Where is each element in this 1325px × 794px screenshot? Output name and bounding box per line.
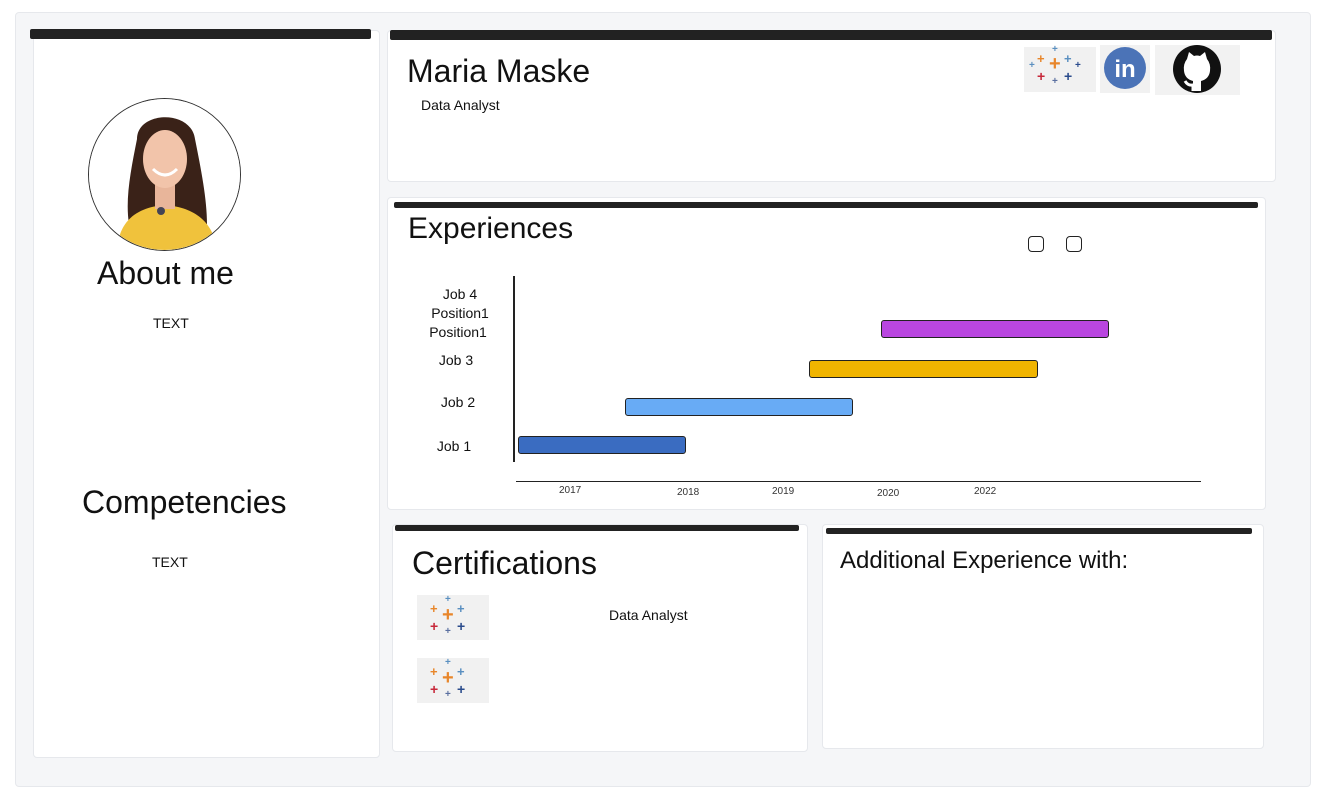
additional-card-topbar bbox=[826, 528, 1252, 534]
experiences-card-topbar bbox=[394, 202, 1258, 208]
bar-job3[interactable] bbox=[809, 360, 1038, 378]
competencies-title: Competencies bbox=[82, 484, 287, 520]
tableau-icon[interactable]: + + + + + + + + + bbox=[1024, 45, 1096, 92]
person-name: Maria Maske bbox=[407, 53, 591, 89]
additional-experience-card: Additional Experience with: bbox=[822, 524, 1264, 749]
about-title: About me bbox=[97, 255, 234, 291]
x-tick-2022: 2022 bbox=[974, 486, 997, 497]
svg-text:in: in bbox=[1114, 56, 1135, 83]
header-card: Maria Maske Data Analyst + + + + + + + +… bbox=[387, 30, 1276, 182]
x-tick-2017: 2017 bbox=[559, 485, 582, 496]
about-text: TEXT bbox=[153, 315, 189, 331]
x-tick-2019: 2019 bbox=[772, 486, 795, 497]
tableau-cert-icon-2[interactable]: + + + + + + + bbox=[417, 658, 489, 703]
y-label-job1: Job 1 bbox=[436, 438, 472, 454]
experiences-card: Experiences Job 4 Position1 Position1 Jo… bbox=[387, 197, 1266, 510]
certifications-card: Certifications + + + + + + + Data Analys… bbox=[392, 524, 808, 752]
competencies-text: TEXT bbox=[152, 554, 188, 570]
filter-checkbox-1[interactable] bbox=[1028, 236, 1044, 252]
bar-job1[interactable] bbox=[518, 436, 686, 454]
x-tick-2018: 2018 bbox=[677, 487, 700, 498]
bar-job4[interactable] bbox=[881, 320, 1109, 338]
github-icon[interactable] bbox=[1155, 45, 1240, 95]
certifications-title: Certifications bbox=[412, 545, 597, 581]
y-label-job4: Job 4 bbox=[442, 286, 478, 302]
additional-title: Additional Experience with: bbox=[840, 547, 1129, 574]
linkedin-icon[interactable]: in bbox=[1100, 45, 1150, 93]
tableau-cert-icon-1[interactable]: + + + + + + + bbox=[417, 595, 489, 640]
filter-checkbox-2[interactable] bbox=[1066, 236, 1082, 252]
y-label-position1-a: Position1 bbox=[431, 305, 489, 321]
bar-job2[interactable] bbox=[625, 398, 853, 416]
cert-item-1: Data Analyst bbox=[609, 607, 688, 623]
x-axis bbox=[516, 481, 1201, 482]
y-label-job2: Job 2 bbox=[440, 394, 476, 410]
profile-card-topbar bbox=[30, 29, 371, 39]
y-label-job3: Job 3 bbox=[438, 352, 474, 368]
y-axis bbox=[513, 276, 515, 462]
person-role: Data Analyst bbox=[421, 97, 500, 113]
profile-card: About me TEXT Competencies TEXT bbox=[30, 29, 380, 758]
y-label-position1-b: Position1 bbox=[429, 324, 487, 340]
header-card-topbar bbox=[390, 30, 1272, 40]
certifications-card-topbar bbox=[395, 525, 799, 531]
x-tick-2020: 2020 bbox=[877, 488, 900, 499]
avatar-photo bbox=[89, 99, 240, 250]
experiences-title: Experiences bbox=[408, 212, 574, 245]
avatar bbox=[88, 98, 241, 251]
